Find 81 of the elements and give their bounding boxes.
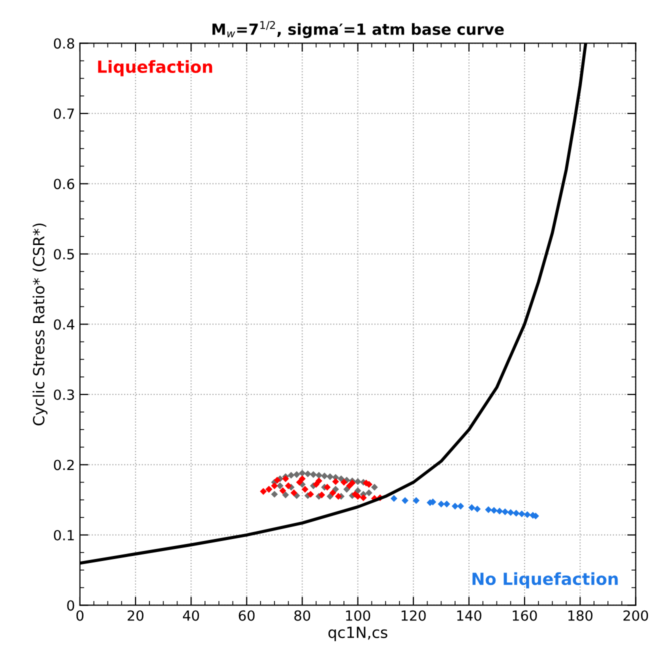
point: [474, 506, 481, 512]
x-tick-label: 180: [568, 610, 592, 621]
point: [518, 510, 526, 518]
point: [307, 490, 314, 498]
point: [326, 492, 334, 500]
point: [371, 484, 378, 491]
point: [271, 482, 278, 490]
annotation: Liquefaction: [98, 60, 212, 76]
point: [284, 482, 292, 490]
point: [354, 487, 362, 494]
point: [340, 478, 348, 486]
x-tick-label: 0: [76, 610, 84, 621]
point: [338, 475, 345, 482]
x-tick-label: 200: [623, 610, 648, 621]
point: [316, 477, 322, 484]
point: [310, 471, 317, 478]
point: [282, 492, 289, 498]
point: [452, 502, 458, 510]
y-tick-label: 0.8: [54, 38, 74, 49]
point: [290, 489, 298, 496]
point: [490, 506, 498, 514]
x-tick-label: 100: [346, 610, 370, 621]
point: [354, 492, 362, 500]
point: [507, 509, 514, 516]
y-tick-label: 0.6: [54, 178, 74, 190]
point: [298, 470, 306, 477]
point: [316, 472, 322, 479]
point: [360, 494, 367, 502]
point: [366, 489, 372, 496]
x-tick-label: 140: [457, 610, 482, 621]
point: [524, 511, 531, 518]
x-tick-label: 120: [402, 610, 426, 621]
point: [326, 473, 334, 480]
y-tick-label: 0.7: [54, 108, 74, 119]
point: [318, 492, 326, 498]
point: [312, 480, 320, 488]
point: [304, 470, 312, 478]
point: [324, 484, 331, 491]
point: [276, 482, 284, 490]
point: [496, 508, 503, 514]
point: [443, 500, 450, 508]
point: [296, 478, 303, 486]
x-tick-label: 60: [238, 610, 255, 621]
point: [468, 504, 476, 511]
annotation: No Liquefaction: [472, 572, 618, 588]
point: [329, 489, 336, 496]
point: [279, 487, 286, 494]
y-tick-label: 0.2: [54, 460, 74, 470]
x-tick-label: 40: [182, 610, 200, 621]
x-axis-title: qc1N,cs: [328, 626, 388, 642]
point: [485, 506, 492, 514]
point: [438, 500, 445, 508]
y-tick-label: 0.4: [54, 319, 74, 330]
x-tick-label: 80: [294, 610, 310, 621]
point: [512, 510, 520, 517]
point: [288, 472, 295, 479]
point: [502, 508, 508, 516]
point: [354, 478, 362, 485]
point: [412, 497, 420, 504]
point: [302, 486, 308, 493]
point: [293, 471, 300, 478]
point: [457, 502, 464, 510]
x-tick-label: 20: [128, 610, 144, 621]
point: [390, 495, 398, 502]
point: [260, 488, 267, 495]
point: [348, 480, 356, 486]
point: [274, 476, 281, 484]
point: [343, 486, 350, 493]
y-axis-title: Cyclic Stress Ratio* (CSR*): [32, 224, 48, 426]
y-tick-label: 0.5: [54, 248, 74, 260]
point: [298, 475, 306, 482]
point: [332, 478, 339, 485]
chart-title: M$_{w}$=7$^{1/2}$, sigma′=1 atm base curve: [212, 20, 504, 38]
point: [334, 492, 342, 500]
y-tick-label: 0.3: [54, 389, 74, 400]
point: [271, 490, 278, 498]
y-tick-label: 0.1: [54, 530, 74, 540]
y-tick-label: 0: [67, 600, 74, 611]
point: [402, 497, 408, 504]
x-tick-label: 160: [512, 610, 537, 621]
point: [332, 486, 339, 493]
